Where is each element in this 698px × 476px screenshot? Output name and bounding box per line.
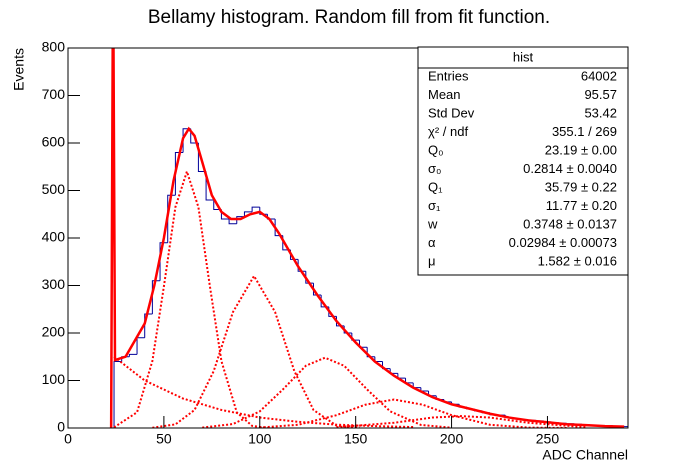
histogram-bin xyxy=(236,216,245,224)
histogram-bin xyxy=(228,219,237,225)
histogram-bin xyxy=(351,333,360,341)
stat-value: 0.3748 ± 0.0137 xyxy=(523,216,617,231)
histogram-bin xyxy=(151,280,161,314)
stat-value: 0.2814 ± 0.0040 xyxy=(523,161,617,176)
x-tick-label: 50 xyxy=(156,431,172,447)
histogram-bin xyxy=(366,347,375,358)
y-tick-label: 400 xyxy=(42,229,66,245)
stat-value: 35.79 ± 0.22 xyxy=(545,179,617,194)
stats-box: hist Entries 64002 Mean 95.57 Std Dev 53.42 χ²… xyxy=(417,46,629,276)
stat-label: Q₀ xyxy=(428,142,444,157)
x-tick-label: 150 xyxy=(344,431,368,447)
histogram-bin xyxy=(243,211,253,217)
x-tick-label: 200 xyxy=(440,431,464,447)
stat-label: α xyxy=(428,235,436,250)
stat-label: Mean xyxy=(428,87,461,102)
stat-value: 355.1 / 269 xyxy=(552,124,617,139)
stat-label: Entries xyxy=(428,68,469,83)
histogram-bin xyxy=(205,171,214,201)
y-tick-label: 500 xyxy=(42,181,66,197)
histogram-bin xyxy=(128,353,138,357)
x-tick-label: 250 xyxy=(536,431,560,447)
stat-value: 95.57 xyxy=(584,87,617,102)
stat-label: Std Dev xyxy=(428,105,475,120)
stat-label: Q₁ xyxy=(428,179,443,194)
histogram-bin xyxy=(251,206,260,212)
y-tick-label: 0 xyxy=(57,419,65,435)
histogram-bin xyxy=(167,194,176,243)
stats-title: hist xyxy=(513,49,534,64)
histogram-bin xyxy=(144,313,153,338)
fit-component xyxy=(152,274,360,428)
fit-component xyxy=(336,415,586,428)
y-tick-label: 200 xyxy=(42,324,66,340)
stat-label: σ₀ xyxy=(428,161,441,176)
fit-curve xyxy=(109,48,625,428)
histogram-bin xyxy=(113,361,122,428)
stat-value: 64002 xyxy=(581,68,617,83)
y-tick-label: 700 xyxy=(42,86,66,102)
fit-component xyxy=(113,168,268,428)
histogram-bin xyxy=(420,387,429,392)
stat-value: 53.42 xyxy=(584,105,617,120)
y-tick-label: 600 xyxy=(42,134,66,150)
x-tick-label: 100 xyxy=(248,431,272,447)
histogram-bin xyxy=(159,242,168,281)
histogram-bin xyxy=(297,259,306,272)
stats-frame xyxy=(417,46,629,276)
stat-label: σ₁ xyxy=(428,198,441,213)
y-tick-label: 100 xyxy=(42,371,66,387)
stat-value: 1.582 ± 0.016 xyxy=(538,253,617,268)
y-axis-label: Events xyxy=(11,48,27,91)
fit-component xyxy=(259,398,567,428)
stat-label: w xyxy=(427,216,438,231)
histogram-bin xyxy=(374,356,383,362)
fit-component xyxy=(113,355,414,428)
stat-value: 23.19 ± 0.00 xyxy=(545,142,617,157)
y-tick-label: 300 xyxy=(42,276,66,292)
histogram-bin xyxy=(305,271,314,284)
x-axis-label: ADC Channel xyxy=(542,447,628,463)
x-tick-label: 0 xyxy=(64,431,72,447)
stat-label: μ xyxy=(428,253,436,268)
stat-value: 11.77 ± 0.20 xyxy=(546,198,617,213)
stat-label: χ² / ndf xyxy=(428,124,468,139)
chart-title: Bellamy histogram. Random fill from fit … xyxy=(148,7,550,28)
y-tick-label: 800 xyxy=(42,39,66,55)
histogram-bin xyxy=(136,337,145,355)
stat-value: 0.02984 ± 0.00073 xyxy=(509,235,617,250)
